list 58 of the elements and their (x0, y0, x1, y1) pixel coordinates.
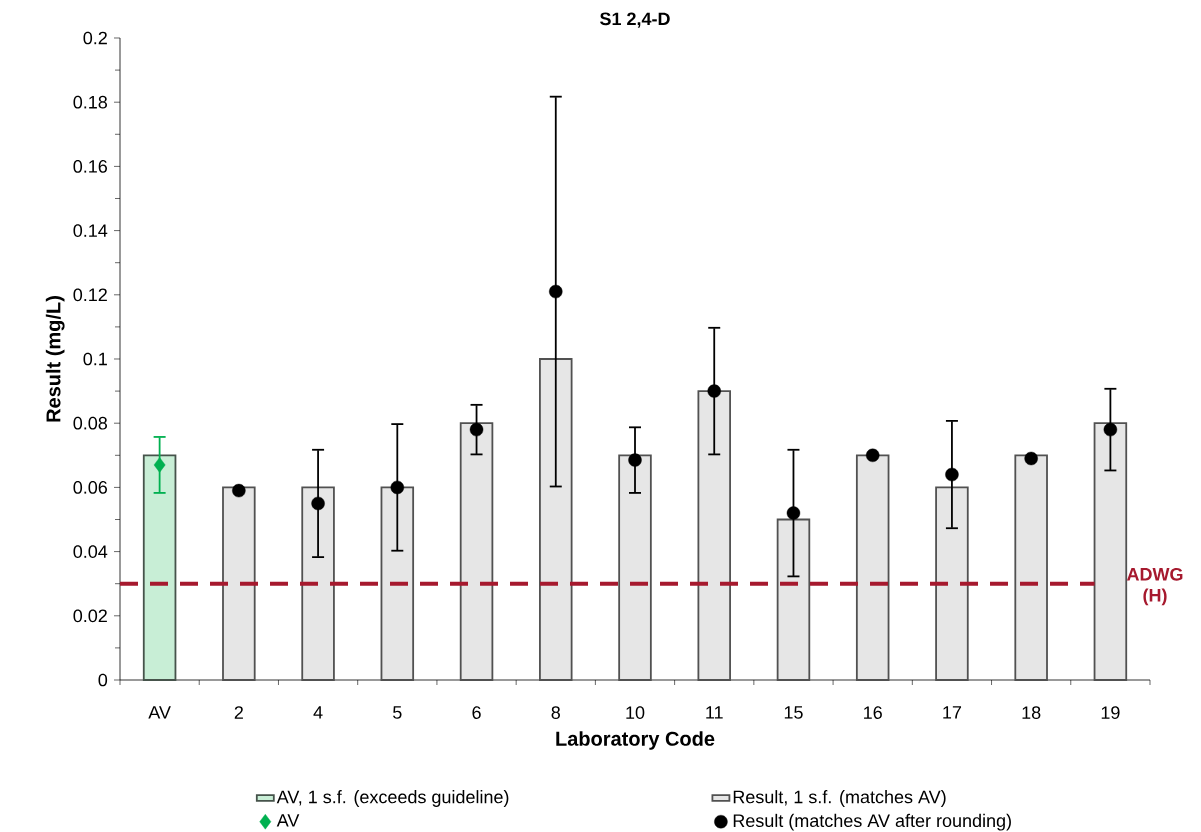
y-tick-label: 0.2 (83, 31, 107, 45)
x-tick-label: 8 (551, 706, 560, 719)
x-axis-title: Laboratory Code (556, 731, 715, 750)
y-tick-label: 0.06 (73, 481, 108, 494)
x-tick-label: 10 (626, 706, 645, 719)
point (469, 422, 484, 437)
x-tick-label: 6 (472, 706, 481, 719)
bar (1093, 422, 1128, 681)
point (232, 483, 246, 498)
point (866, 448, 880, 462)
y-tick-label: 0.02 (73, 609, 107, 623)
bar (539, 358, 573, 681)
bar (697, 390, 731, 681)
x-tick-label: 19 (1101, 706, 1120, 719)
bar (459, 422, 494, 681)
x-tick-label: 4 (313, 706, 323, 719)
x-tick-label: AV (148, 706, 171, 719)
point (786, 506, 801, 520)
x-tick-label: 2 (234, 706, 243, 719)
bar (776, 518, 811, 681)
y-tick-label: 0.08 (73, 416, 108, 430)
bar (222, 486, 256, 681)
legend-label: Result (matches AV after rounding) (733, 813, 1011, 831)
bar (1014, 454, 1048, 681)
ref-line-label: ADWG (H) (1126, 567, 1183, 606)
point (390, 480, 405, 495)
point (1103, 422, 1118, 437)
x-tick-label: 16 (864, 706, 882, 719)
y-tick-label: 0.12 (73, 288, 107, 302)
point (945, 467, 959, 482)
y-tick-label: 0.18 (73, 95, 108, 109)
legend-label: AV, 1 s.f. (exceeds guideline) (276, 790, 509, 807)
bar (618, 454, 652, 681)
bar (935, 486, 969, 681)
y-axis-title: Result (mg/L) (45, 296, 65, 422)
point (1024, 451, 1038, 466)
bar (855, 454, 890, 681)
bar (142, 454, 177, 681)
bar (380, 486, 415, 681)
point (628, 453, 642, 467)
y-tick-label: 0 (98, 673, 108, 687)
x-tick-label: 5 (393, 706, 402, 719)
x-tick-label: 17 (943, 706, 962, 719)
y-tick-label: 0.04 (73, 545, 108, 558)
x-tick-label: 18 (1022, 706, 1041, 719)
point (707, 384, 721, 398)
y-tick-label: 0.1 (83, 352, 107, 366)
bar (301, 486, 335, 681)
x-tick-label: 11 (706, 706, 723, 719)
legend-label: AV (276, 814, 300, 827)
y-tick-label: 0.14 (73, 224, 108, 237)
point (311, 496, 325, 511)
chart-title: S1 2,4-D (600, 12, 670, 28)
point (153, 457, 166, 473)
legend-label: Result, 1 s.f. (matches AV) (733, 790, 946, 807)
y-tick-label: 0.16 (73, 160, 108, 173)
x-tick-label: 15 (784, 706, 803, 719)
point (549, 284, 563, 299)
